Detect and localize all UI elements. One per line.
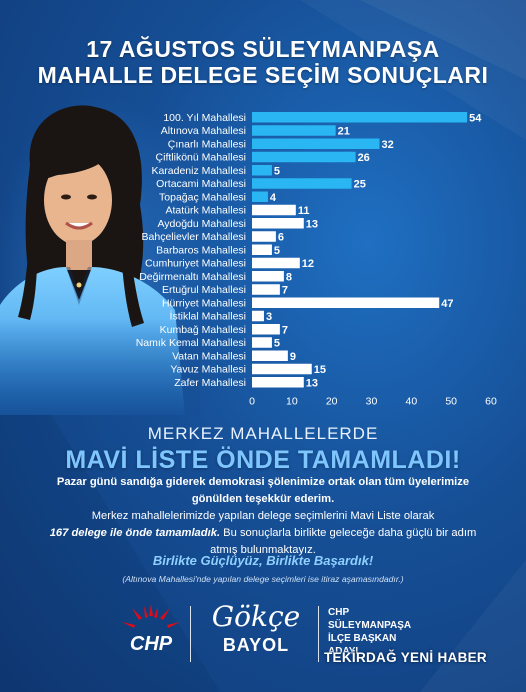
title-line-2: MAHALLE DELEGE SEÇİM SONUÇLARI: [37, 62, 489, 88]
value-label: 15: [314, 364, 326, 376]
paragraph-result-start: Merkez mahallelerimizde yapılan delege s…: [91, 510, 435, 522]
slogan: Birlikte Güçlüyüz, Birlikte Başardık!: [152, 553, 374, 568]
category-label: İstiklal Mahallesi: [170, 310, 246, 323]
category-label: Kumbağ Mahallesi: [160, 324, 246, 336]
bar: [252, 138, 380, 149]
x-tick-label: 40: [405, 395, 417, 407]
signature-last-name: BAYOL: [222, 635, 290, 655]
value-label: 8: [286, 271, 292, 283]
value-label: 26: [358, 152, 370, 164]
bar: [252, 191, 268, 202]
bar: [252, 363, 312, 375]
bar: [252, 271, 284, 282]
chp-logo-text: CHP: [130, 633, 173, 655]
role-line-1: CHP: [328, 607, 350, 618]
value-label: 4: [270, 192, 277, 204]
x-tick-label: 50: [445, 395, 457, 407]
value-label: 21: [338, 126, 350, 138]
category-label: Ortacami Mahallesi: [156, 178, 246, 190]
bar: [252, 337, 272, 348]
x-tick-label: 30: [366, 395, 378, 407]
value-label: 5: [274, 338, 280, 350]
category-label: Karadeniz Mahallesi: [151, 165, 246, 177]
category-label: Değirmenaltı Mahallesi: [139, 271, 246, 283]
bar: [252, 112, 468, 123]
category-label: Barbaros Mahallesi: [156, 244, 246, 256]
paragraph-result: Merkez mahallelerimizde yapılan delege s…: [40, 508, 486, 559]
bar: [252, 284, 280, 295]
value-label: 47: [441, 298, 453, 310]
bar: [252, 310, 264, 322]
x-tick-label: 20: [326, 395, 338, 407]
bar: [252, 125, 336, 136]
value-label: 7: [282, 285, 288, 297]
headline: MAVİ LİSTE ÖNDE TAMAMLADI!: [65, 446, 461, 474]
category-label: Yavuz Mahallesi: [170, 364, 246, 376]
bar: [252, 151, 356, 163]
value-label: 32: [381, 139, 393, 151]
value-label: 13: [306, 377, 318, 389]
chp-logo: CHP: [122, 604, 180, 655]
category-label: Atatürk Mahallesi: [165, 205, 246, 217]
category-label: Hürriyet Mahallesi: [162, 297, 246, 309]
bar: [252, 204, 296, 216]
value-label: 5: [274, 165, 280, 177]
x-axis: 0 10 20 30 40 50 60: [249, 395, 497, 407]
category-label: Zafer Mahallesi: [174, 377, 246, 389]
footer-divider: [190, 606, 191, 662]
footer-divider: [318, 606, 319, 662]
candidate-portrait: [0, 95, 200, 415]
category-label: Altınova Mahallesi: [161, 125, 246, 137]
category-label: 100. Yıl Mahallesi: [163, 112, 246, 124]
value-label: 7: [282, 324, 288, 336]
value-label: 12: [302, 258, 314, 270]
category-label: Topağaç Mahallesi: [159, 191, 246, 203]
bar: [252, 218, 304, 229]
signature-first-name: Gökçe: [211, 600, 301, 633]
bar: [252, 350, 288, 361]
value-label: 6: [278, 232, 284, 244]
role-line-3: İLÇE BAŞKAN: [328, 633, 397, 644]
bar: [252, 257, 300, 269]
category-label: Aydoğdu Mahallesi: [157, 218, 246, 230]
bar: [252, 231, 276, 242]
bar: [252, 244, 272, 255]
x-tick-label: 60: [485, 395, 497, 407]
bar: [252, 377, 304, 388]
category-label: Ertuğrul Mahallesi: [162, 284, 246, 296]
category-label: Cumhuriyet Mahallesi: [145, 258, 246, 270]
value-label: 13: [306, 218, 318, 230]
footnote: (Altınova Mahallesi'nde yapılan delege s…: [122, 574, 404, 584]
paragraph-result-bold: 167 delege ile önde tamamladık.: [49, 527, 221, 539]
watermark: TEKİRDAĞ YENİ HABER: [324, 650, 487, 665]
category-label: Çınarlı Mahallesi: [168, 138, 246, 150]
x-tick-label: 10: [286, 395, 298, 407]
value-label: 9: [290, 351, 296, 363]
value-label: 3: [266, 311, 272, 323]
category-label: Çiftlikönü Mahallesi: [156, 152, 246, 164]
bar: [252, 324, 280, 335]
paragraph-thanks: Pazar günü sandığa giderek demokrasi şöl…: [56, 476, 470, 505]
value-label: 11: [298, 205, 310, 217]
category-label: Vatan Mahallesi: [172, 350, 246, 362]
bar: [252, 178, 352, 189]
role-line-2: SÜLEYMANPAŞA: [328, 620, 412, 631]
subtitle: MERKEZ MAHALLELERDE: [147, 424, 379, 443]
x-tick-label: 0: [249, 395, 255, 407]
paragraph-result-end: Bu sonuçlarla birlikte geleceğe daha güç…: [210, 527, 477, 556]
title-line-1: 17 AĞUSTOS SÜLEYMANPAŞA: [86, 36, 440, 62]
category-label: Bahçelievler Mahallesi: [142, 231, 246, 243]
category-label: Namık Kemal Mahallesi: [136, 337, 246, 349]
value-label: 5: [274, 245, 280, 257]
bars: [252, 112, 468, 388]
value-label: 25: [354, 179, 366, 191]
role-line-4: ADAYI: [328, 646, 359, 657]
value-label: 54: [469, 112, 482, 124]
bar: [252, 297, 440, 308]
bar: [252, 165, 272, 176]
